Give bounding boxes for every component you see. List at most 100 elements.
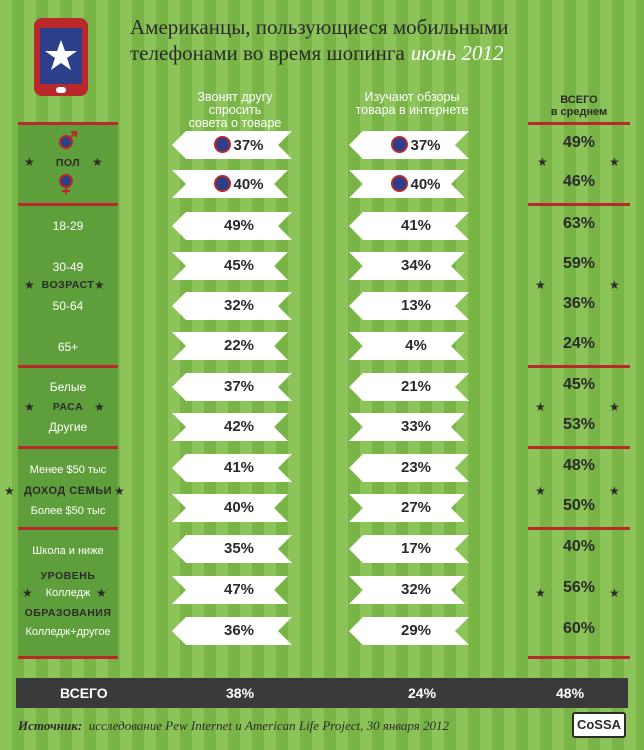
value-ribbon: 35% <box>172 535 292 563</box>
star-icon: ★ <box>4 484 15 498</box>
value-ribbon: 40% <box>172 170 292 198</box>
value-label: 41% <box>400 217 432 234</box>
average-value: 48% <box>562 457 596 474</box>
value-label: 4% <box>405 337 427 354</box>
value-label: 35% <box>223 540 255 557</box>
group-label-gender: ПОЛ <box>55 157 81 169</box>
divider <box>18 122 118 125</box>
average-value: 63% <box>562 215 596 232</box>
value-ribbon: 41% <box>172 454 292 482</box>
value-ribbon: 37% <box>172 131 292 159</box>
value-ribbon: 37% <box>349 131 469 159</box>
value-ribbon: 23% <box>349 454 469 482</box>
star-icon: ★ <box>24 155 35 169</box>
average-value: 50% <box>562 497 596 514</box>
value-ribbon: 22% <box>172 332 292 360</box>
divider <box>528 203 630 206</box>
value-label: 49% <box>223 217 255 234</box>
star-icon: ★ <box>535 586 546 600</box>
star-icon: ★ <box>535 484 546 498</box>
value-ribbon: 27% <box>349 494 469 522</box>
row-label: Другие <box>48 420 88 434</box>
value-label: 36% <box>223 622 255 639</box>
value-ribbon: 40% <box>349 170 469 198</box>
value-label: 41% <box>223 459 255 476</box>
star-icon: ★ <box>94 400 105 414</box>
value-ribbon: 42% <box>172 413 292 441</box>
column-header-reviews: Изучают обзоры товара в интернете <box>355 90 469 117</box>
row-label: Белые <box>49 380 87 394</box>
average-value: 49% <box>562 134 596 151</box>
star-icon: ★ <box>609 586 620 600</box>
title-date: июнь 2012 <box>410 41 504 65</box>
left-category-panel <box>18 122 118 658</box>
cossa-logo: CoSSA <box>572 712 626 738</box>
star-icon: ★ <box>94 278 105 292</box>
star-icon: ★ <box>92 155 103 169</box>
divider <box>18 446 118 449</box>
row-label: 50-64 <box>52 299 84 313</box>
value-label: 33% <box>400 418 432 435</box>
value-ribbon: 17% <box>349 535 469 563</box>
divider <box>18 365 118 368</box>
star-icon: ★ <box>609 484 620 498</box>
divider <box>528 446 630 449</box>
column-header-average: ВСЕГО в среднем <box>550 94 608 118</box>
divider <box>18 527 118 530</box>
group-label-education-1: УРОВЕНЬ <box>40 570 96 582</box>
value-label: 27% <box>400 499 432 516</box>
value-label: 32% <box>400 581 432 598</box>
value-ribbon: 40% <box>172 494 292 522</box>
row-label: Школа и ниже <box>32 545 104 557</box>
value-ribbon: 45% <box>172 252 292 280</box>
row-label: Колледж+другое <box>25 626 111 638</box>
value-ribbon: 13% <box>349 292 469 320</box>
value-ribbon: 32% <box>172 292 292 320</box>
star-icon: ★ <box>535 400 546 414</box>
star-icon: ★ <box>535 278 546 292</box>
value-ribbon: 47% <box>172 576 292 604</box>
value-label: 23% <box>400 459 432 476</box>
star-icon: ★ <box>114 484 125 498</box>
total-col2: 24% <box>408 685 437 701</box>
value-ribbon: 34% <box>349 252 469 280</box>
divider <box>18 656 118 659</box>
total-col1: 38% <box>226 685 255 701</box>
value-ribbon: 49% <box>172 212 292 240</box>
total-label: ВСЕГО <box>60 685 108 701</box>
column-header-call-friend: Звонят другу спросить совета о товаре <box>188 90 282 130</box>
value-label: 45% <box>223 257 255 274</box>
group-label-race: РАСА <box>52 401 84 413</box>
divider <box>528 365 630 368</box>
value-label: 37% <box>223 378 255 395</box>
group-label-income: ДОХОД СЕМЬИ <box>23 485 113 497</box>
group-label-education-2: ОБРАЗОВАНИЯ <box>24 607 112 619</box>
page-title: Американцы, пользующиеся мобильными теле… <box>130 15 509 65</box>
value-ribbon: 41% <box>349 212 469 240</box>
star-icon: ★ <box>22 586 33 600</box>
value-label: 29% <box>400 622 432 639</box>
value-ribbon: 32% <box>349 576 469 604</box>
divider <box>528 122 630 125</box>
value-label: 34% <box>400 257 432 274</box>
star-icon <box>45 40 77 70</box>
value-label: 32% <box>223 297 255 314</box>
source-note: Источник: исследование Pew Internet и Am… <box>18 718 450 733</box>
divider <box>528 656 630 659</box>
total-average: 48% <box>556 685 585 701</box>
value-label: 40% <box>223 499 255 516</box>
group-label-age: ВОЗРАСТ <box>41 279 95 291</box>
average-value: 36% <box>562 295 596 312</box>
value-ribbon: 21% <box>349 373 469 401</box>
female-icon <box>214 175 232 192</box>
value-label: 40% <box>381 175 451 193</box>
star-icon: ★ <box>609 155 620 169</box>
total-bar: ВСЕГО 38% 24% 48% <box>16 678 628 708</box>
row-label: 65+ <box>57 340 79 354</box>
female-icon <box>391 175 409 192</box>
star-icon: ★ <box>24 400 35 414</box>
star-icon: ★ <box>609 400 620 414</box>
star-icon: ★ <box>609 278 620 292</box>
value-label: 47% <box>223 581 255 598</box>
divider <box>18 203 118 206</box>
